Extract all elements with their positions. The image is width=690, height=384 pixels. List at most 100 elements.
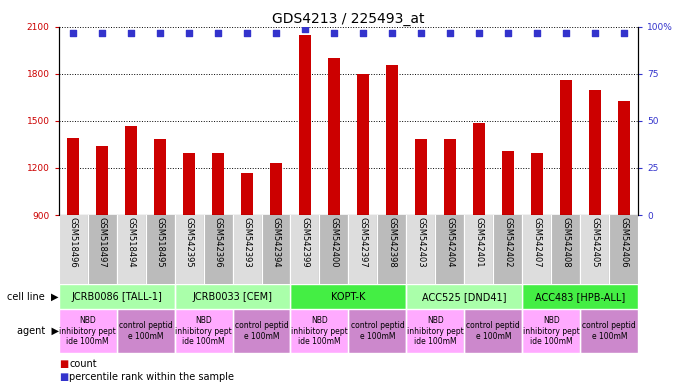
Text: GSM542405: GSM542405 [590, 217, 600, 268]
Point [502, 30, 513, 36]
Bar [473, 122, 484, 215]
Bar [204, 215, 233, 284]
Text: GSM542394: GSM542394 [271, 217, 281, 268]
Bar [290, 284, 406, 309]
Text: NBD
inhibitory pept
ide 100mM: NBD inhibitory pept ide 100mM [59, 316, 116, 346]
Bar [175, 284, 290, 309]
Bar [609, 215, 638, 284]
Text: NBD
inhibitory pept
ide 100mM: NBD inhibitory pept ide 100mM [291, 316, 348, 346]
Bar [126, 126, 137, 215]
Bar [241, 173, 253, 215]
Point [560, 30, 571, 36]
Point [270, 30, 282, 36]
Bar [175, 284, 290, 309]
Bar [522, 284, 638, 309]
Bar [348, 215, 377, 284]
Bar [357, 74, 368, 215]
Text: ■: ■ [59, 372, 68, 382]
Bar [406, 284, 522, 309]
Bar [262, 215, 290, 284]
Text: GSM542402: GSM542402 [503, 217, 513, 268]
Text: GSM518497: GSM518497 [97, 217, 107, 268]
Point [531, 30, 542, 36]
Text: GSM518496: GSM518496 [68, 217, 78, 268]
Bar [117, 215, 146, 284]
Text: control peptid
e 100mM: control peptid e 100mM [119, 321, 172, 341]
Point [357, 30, 368, 36]
Text: GSM518495: GSM518495 [155, 217, 165, 268]
Bar [444, 139, 455, 215]
Bar [59, 284, 175, 309]
Bar [59, 215, 88, 284]
Bar [290, 284, 406, 309]
Bar [146, 215, 175, 284]
Bar [551, 215, 580, 284]
Text: GSM542397: GSM542397 [358, 217, 368, 268]
Text: JCRB0033 [CEM]: JCRB0033 [CEM] [193, 291, 273, 302]
Bar [348, 309, 406, 353]
Bar [175, 215, 204, 284]
Point [444, 30, 455, 36]
Title: GDS4213 / 225493_at: GDS4213 / 225493_at [272, 12, 425, 26]
Bar [88, 215, 117, 284]
Bar [328, 58, 339, 215]
Text: GSM542393: GSM542393 [242, 217, 252, 268]
Point [213, 30, 224, 36]
Bar [386, 65, 397, 215]
Text: GSM542404: GSM542404 [445, 217, 455, 268]
Text: GSM542407: GSM542407 [532, 217, 542, 268]
Text: control peptid
e 100mM: control peptid e 100mM [235, 321, 288, 341]
Bar [59, 309, 117, 353]
Bar [290, 215, 319, 284]
Bar [415, 139, 426, 215]
Bar [233, 215, 262, 284]
Bar [377, 215, 406, 284]
Bar [522, 284, 638, 309]
Point [589, 30, 600, 36]
Point [618, 30, 629, 36]
Text: agent  ▶: agent ▶ [17, 326, 59, 336]
Text: GSM542399: GSM542399 [300, 217, 310, 268]
Bar [406, 309, 464, 353]
Bar [580, 215, 609, 284]
Bar [270, 163, 282, 215]
Text: NBD
inhibitory pept
ide 100mM: NBD inhibitory pept ide 100mM [407, 316, 464, 346]
Point [241, 30, 253, 36]
Bar [117, 309, 175, 353]
Bar [233, 309, 290, 353]
Bar [175, 309, 233, 353]
Text: control peptid
e 100mM: control peptid e 100mM [466, 321, 520, 341]
Bar [117, 309, 175, 353]
Point [184, 30, 195, 36]
Bar [464, 309, 522, 353]
Bar [319, 215, 348, 284]
Bar [175, 309, 233, 353]
Text: GSM542398: GSM542398 [387, 217, 397, 268]
Bar [580, 309, 638, 353]
Point [126, 30, 137, 36]
Bar [560, 80, 571, 215]
Bar [522, 309, 580, 353]
Text: control peptid
e 100mM: control peptid e 100mM [351, 321, 404, 341]
Bar [406, 215, 435, 284]
Bar [531, 153, 542, 215]
Bar [580, 309, 638, 353]
Text: NBD
inhibitory pept
ide 100mM: NBD inhibitory pept ide 100mM [523, 316, 580, 346]
Text: GSM542395: GSM542395 [184, 217, 194, 268]
Text: GSM518494: GSM518494 [126, 217, 136, 268]
Point [415, 30, 426, 36]
Bar [406, 309, 464, 353]
Bar [502, 151, 513, 215]
Bar [155, 139, 166, 215]
Point [68, 30, 79, 36]
Point [386, 30, 397, 36]
Bar [406, 284, 522, 309]
Bar [522, 309, 580, 353]
Bar [59, 284, 175, 309]
Bar [68, 138, 79, 215]
Text: GSM542408: GSM542408 [561, 217, 571, 268]
Bar [435, 215, 464, 284]
Bar [464, 215, 493, 284]
Text: GSM542401: GSM542401 [474, 217, 484, 268]
Point [155, 30, 166, 36]
